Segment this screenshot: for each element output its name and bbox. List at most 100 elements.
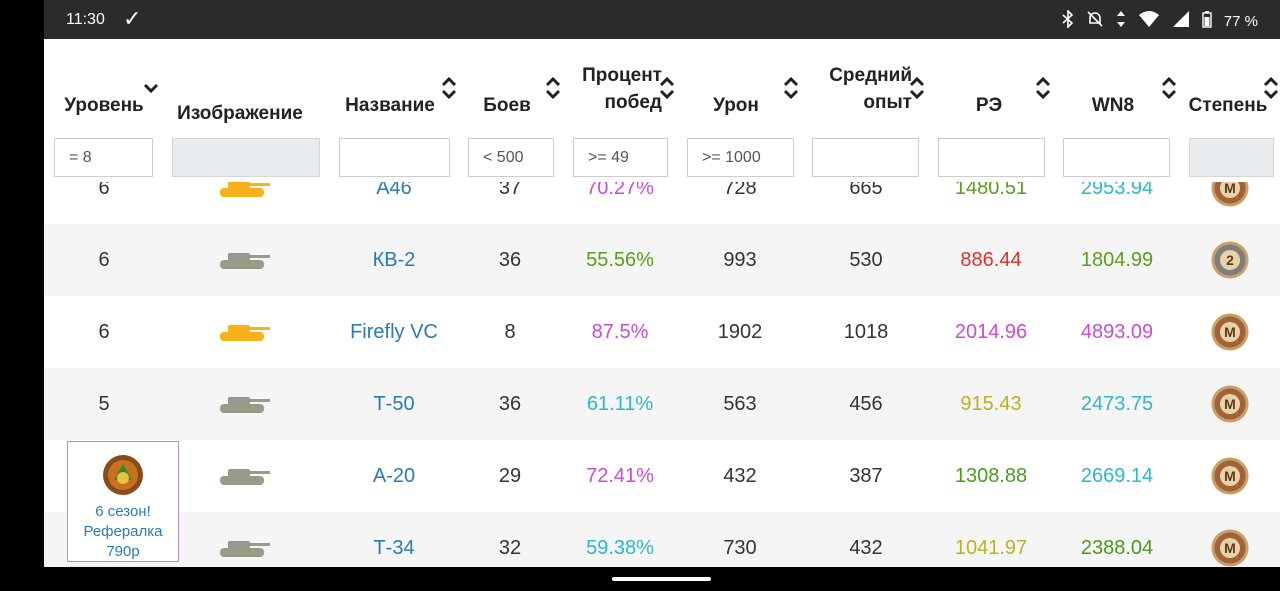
mastery-badge-icon: M (1189, 296, 1271, 368)
ad-line-2: Рефералка (83, 523, 163, 540)
cell-name[interactable]: КВ-2 (372, 248, 416, 271)
table-row: 6 A46 37 70.27% 728 665 1480.51 2953.94 M (44, 152, 1280, 224)
cell-wn8: 2953.94 (1080, 176, 1154, 199)
tank-image (184, 224, 304, 296)
nav-bar (0, 567, 1280, 591)
cell-damage: 1902 (717, 320, 763, 343)
svg-text:M: M (1224, 540, 1236, 556)
status-bar: 11:30 ✓ 77 % (44, 0, 1280, 39)
cell-re: 1480.51 (954, 176, 1028, 199)
sort-icon[interactable] (1262, 75, 1280, 101)
svg-text:M: M (1224, 324, 1236, 340)
filter-battles-input[interactable]: < 500 (468, 138, 554, 177)
svg-text:2: 2 (1226, 252, 1234, 268)
header-xp[interactable]: Средний опыт (829, 65, 912, 113)
cell-winrate: 55.56% (586, 248, 654, 271)
cell-winrate: 72.41% (586, 464, 654, 487)
cell-winrate: 59.38% (586, 536, 654, 559)
status-icons: 77 % (1062, 9, 1258, 32)
cell-re: 2014.96 (954, 320, 1028, 343)
app-screen: Уровень Изображение Название Боев Процен… (44, 39, 1280, 567)
table-header: Уровень Изображение Название Боев Процен… (44, 39, 1280, 182)
class-badge-icon: 2 (1189, 224, 1271, 296)
header-re[interactable]: РЭ (975, 95, 1003, 116)
ad-line-1: 6 сезон! (95, 503, 151, 520)
season-emblem-icon (102, 454, 144, 496)
table-row: 6 Firefly VC 8 87.5% 1902 1018 2014.96 4893.09 M (44, 296, 1280, 368)
cell-name[interactable]: А-20 (372, 464, 416, 487)
cell-name[interactable]: Т-34 (373, 536, 415, 559)
svg-text:M: M (1224, 468, 1236, 484)
cell-name[interactable]: Firefly VC (350, 320, 438, 343)
header-battles[interactable]: Боев (483, 95, 531, 116)
table-row: А-20 29 72.41% 432 387 1308.88 2669.14 M (44, 440, 1280, 512)
header-wn8[interactable]: WN8 (1091, 95, 1135, 116)
cell-re: 915.43 (960, 392, 1022, 415)
tank-image (184, 512, 304, 567)
cell-damage: 728 (723, 176, 757, 199)
cell-damage: 730 (723, 536, 757, 559)
sort-icon[interactable] (544, 75, 562, 101)
svg-text:M: M (1224, 396, 1236, 412)
clock: 11:30 (66, 11, 105, 28)
signal-icon (1172, 10, 1190, 32)
header-damage[interactable]: Урон (713, 95, 759, 116)
cell-xp: 387 (849, 464, 883, 487)
header-image: Изображение (177, 103, 303, 124)
mastery-badge-icon: M (1189, 368, 1271, 440)
sort-icon[interactable] (908, 75, 926, 101)
filter-winrate-input[interactable]: >= 49 (573, 138, 668, 177)
cell-winrate: 70.27% (586, 176, 654, 199)
cell-xp: 665 (849, 176, 883, 199)
sort-icon[interactable] (782, 75, 800, 101)
sort-icon[interactable] (1160, 75, 1178, 101)
cell-wn8: 2388.04 (1080, 536, 1154, 559)
sort-icon[interactable] (440, 75, 458, 101)
cell-re: 1308.88 (954, 464, 1028, 487)
cell-battles: 37 (498, 176, 522, 199)
filter-wn8-input[interactable] (1063, 138, 1170, 177)
cell-xp: 530 (849, 248, 883, 271)
mute-icon (1086, 10, 1104, 32)
filter-image-input (172, 138, 320, 177)
tank-image (184, 152, 304, 224)
cell-name[interactable]: Т-50 (373, 392, 415, 415)
filter-name-input[interactable] (339, 138, 450, 177)
cell-damage: 563 (723, 392, 757, 415)
filter-level-input[interactable]: = 8 (54, 138, 153, 177)
table-row: 6 КВ-2 36 55.56% 993 530 886.44 1804.99 2 (44, 224, 1280, 296)
cell-name[interactable]: A46 (376, 176, 412, 199)
sort-icon[interactable] (658, 75, 676, 101)
header-name[interactable]: Название (345, 95, 435, 116)
header-level[interactable]: Уровень (64, 95, 144, 116)
cell-damage: 993 (723, 248, 757, 271)
cell-wn8: 2669.14 (1080, 464, 1154, 487)
battery-icon (1202, 10, 1212, 32)
battery-percent: 77 % (1223, 12, 1258, 30)
cell-battles: 29 (498, 464, 522, 487)
cell-level: 6 (98, 176, 110, 199)
chevron-down-icon[interactable] (142, 77, 160, 103)
table-row: Т-34 32 59.38% 730 432 1041.97 2388.04 M (44, 512, 1280, 567)
cell-battles: 8 (504, 320, 516, 343)
mastery-badge-icon: M (1189, 440, 1271, 512)
home-gesture-bar[interactable] (612, 577, 711, 581)
header-degree[interactable]: Степень (1188, 95, 1268, 116)
filter-damage-input[interactable]: >= 1000 (687, 138, 794, 177)
header-winrate[interactable]: Процент побед (582, 65, 662, 113)
cell-level: 6 (98, 248, 110, 271)
cell-battles: 36 (498, 392, 522, 415)
cell-winrate: 61.11% (586, 392, 654, 415)
tank-image (184, 440, 304, 512)
referral-ad[interactable]: 6 сезон! Рефералка 790р (67, 441, 179, 562)
svg-text:M: M (1224, 180, 1236, 196)
cell-battles: 32 (498, 536, 522, 559)
sort-icon[interactable] (1034, 75, 1052, 101)
cell-level: 5 (98, 392, 110, 415)
cell-battles: 36 (498, 248, 522, 271)
filter-xp-input[interactable] (812, 138, 919, 177)
filter-degree-input (1189, 138, 1274, 177)
cell-xp: 432 (849, 536, 883, 559)
cell-damage: 432 (723, 464, 757, 487)
filter-re-input[interactable] (938, 138, 1045, 177)
